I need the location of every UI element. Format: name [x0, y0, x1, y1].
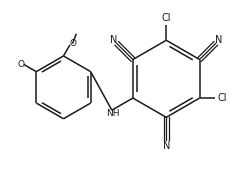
- Text: Cl: Cl: [217, 93, 227, 103]
- Text: N: N: [111, 35, 118, 45]
- Text: O: O: [18, 60, 25, 69]
- Text: Cl: Cl: [162, 13, 171, 23]
- Text: NH: NH: [107, 109, 120, 118]
- Text: N: N: [163, 141, 170, 151]
- Text: N: N: [215, 35, 223, 45]
- Text: O: O: [69, 39, 76, 48]
